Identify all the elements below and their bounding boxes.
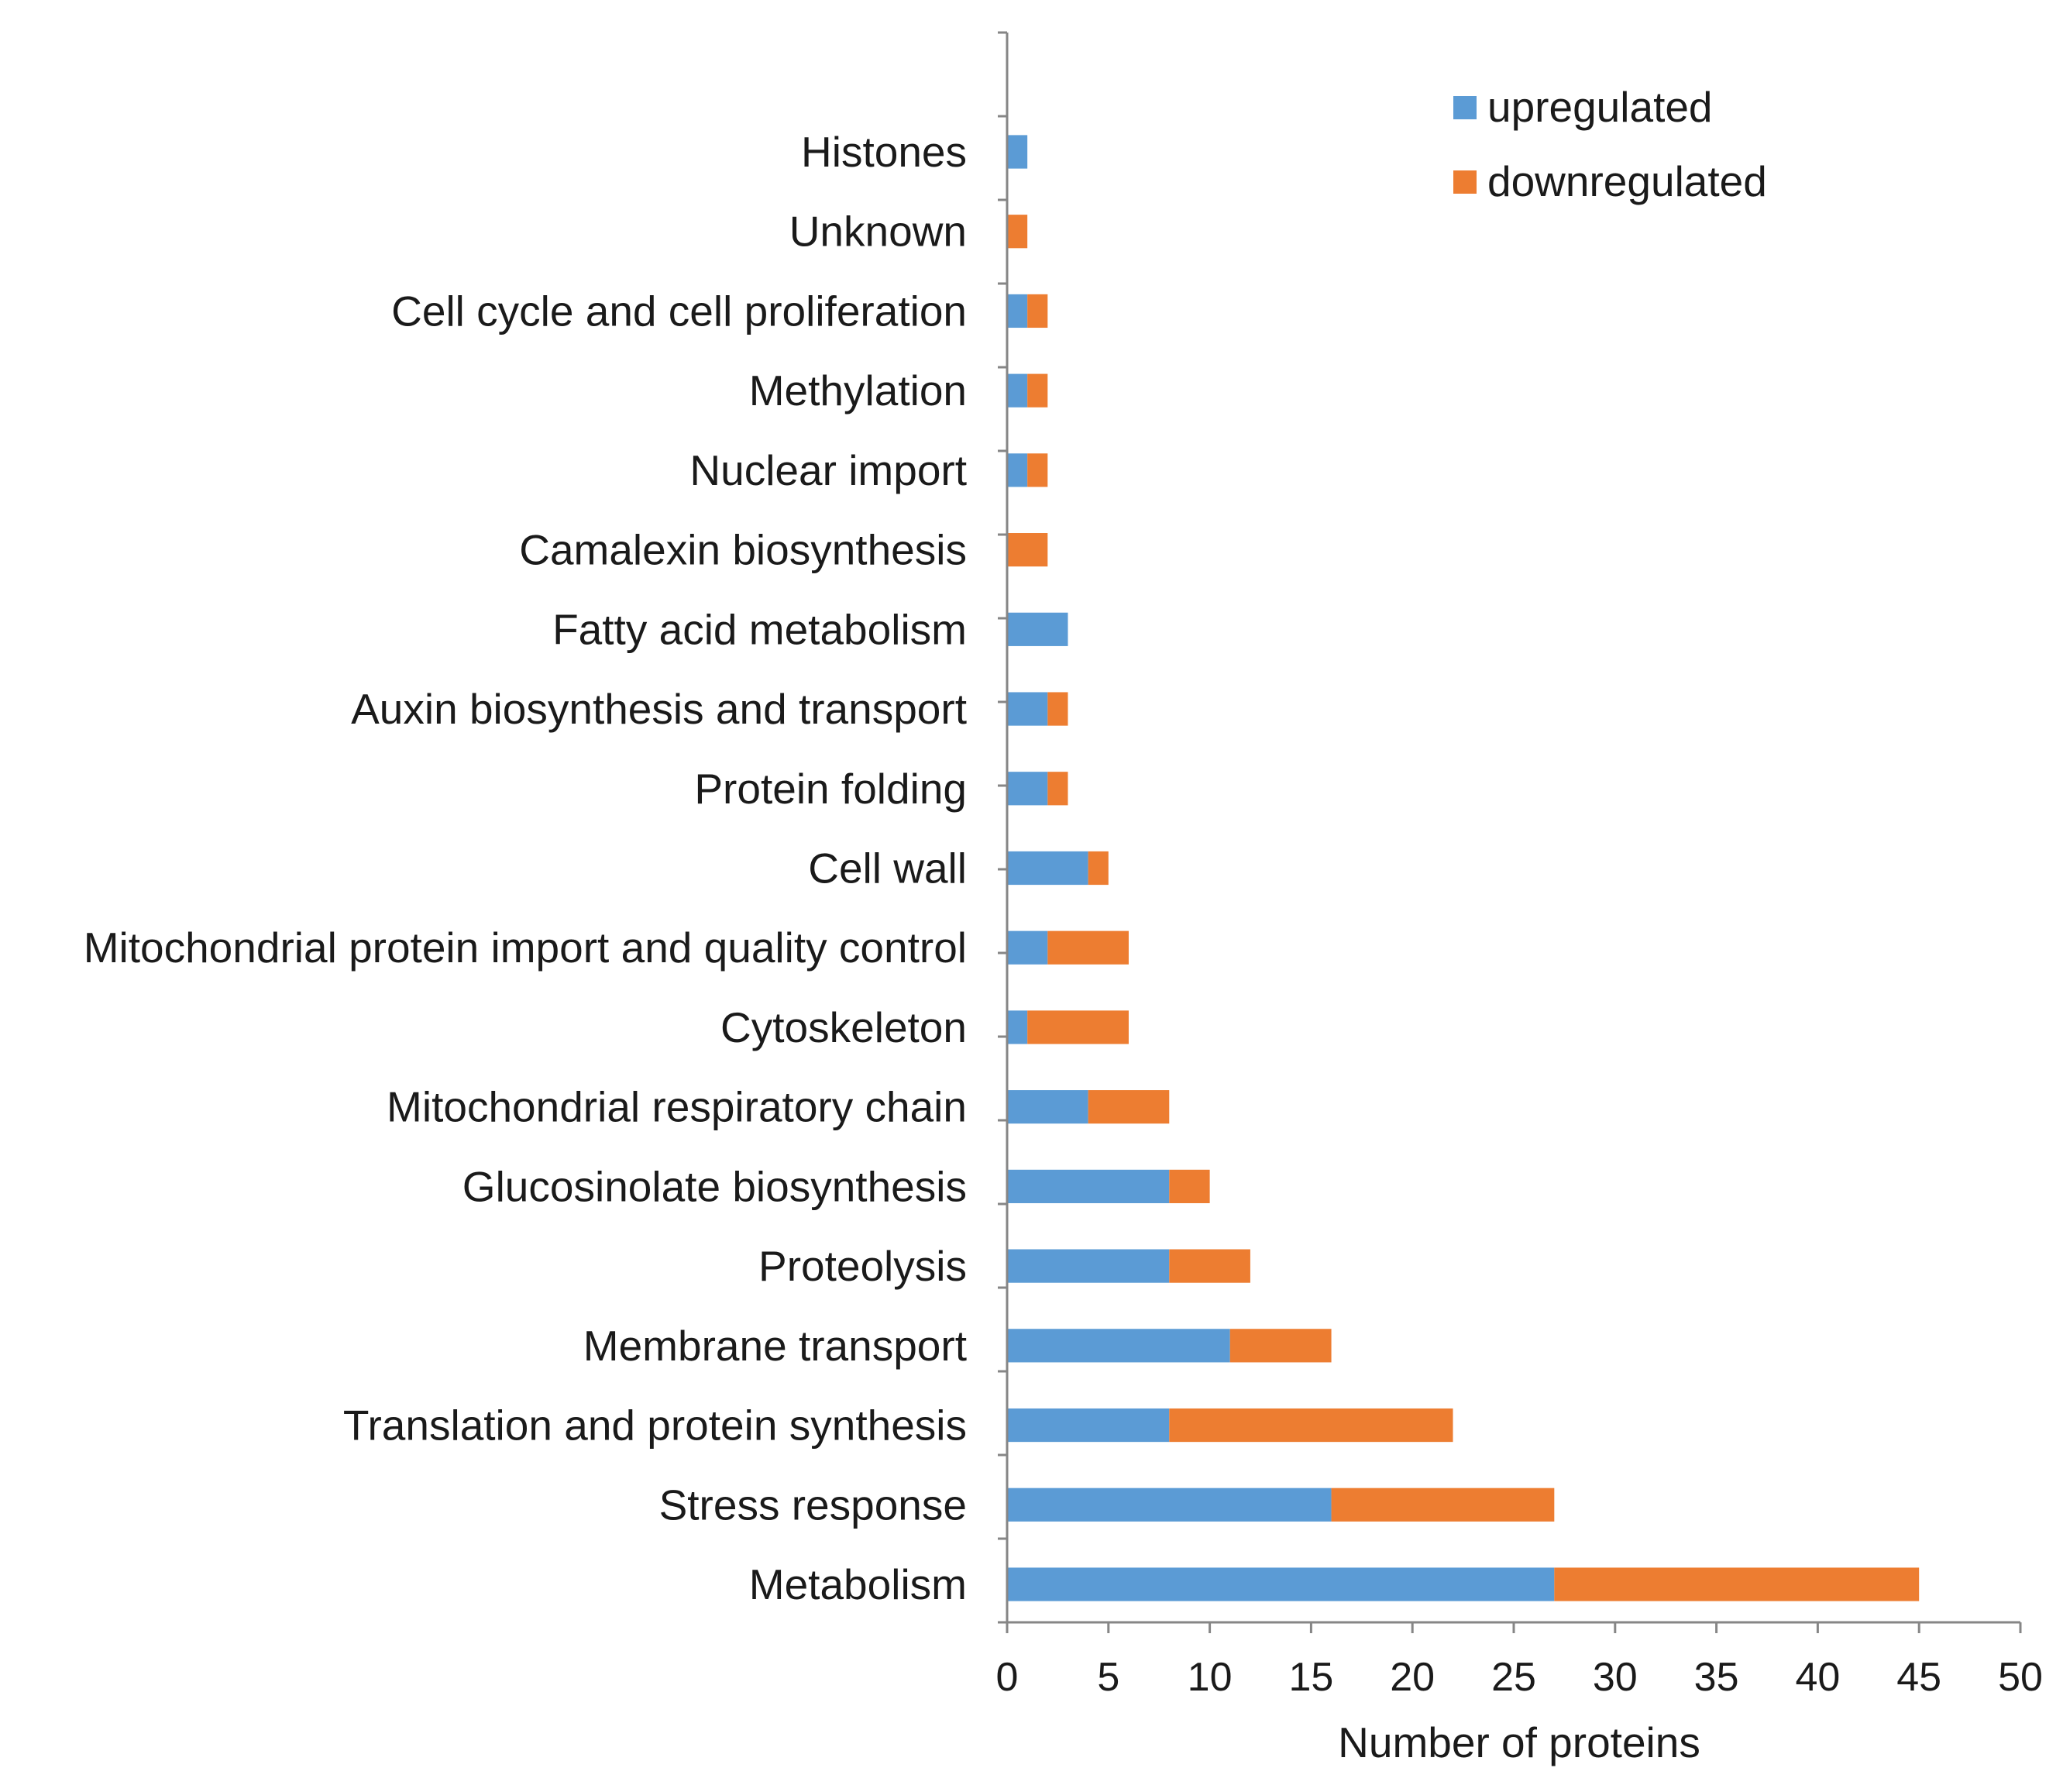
bar-downregulated — [1027, 294, 1048, 328]
legend: upregulated downregulated — [1453, 83, 1767, 205]
y-axis: Histones Unknown Cell cycle and cell proli… — [84, 31, 1009, 1624]
bar-downregulated — [1554, 1567, 1920, 1601]
bar-upregulated — [1007, 612, 1068, 646]
x-tick-label: 35 — [1694, 1655, 1739, 1700]
bar-upregulated — [1007, 135, 1028, 169]
bar-downregulated — [1027, 1010, 1129, 1044]
bar-downregulated — [1047, 930, 1129, 965]
x-tick-label: 45 — [1896, 1655, 1941, 1700]
bar-downregulated — [1007, 215, 1028, 249]
category-label: Protein folding — [694, 765, 967, 813]
bar-downregulated — [1027, 453, 1048, 487]
x-tick-label: 25 — [1491, 1655, 1536, 1700]
x-tick-label: 15 — [1288, 1655, 1333, 1700]
bar-downregulated — [1047, 692, 1068, 726]
bar-upregulated — [1007, 1169, 1170, 1203]
bar-upregulated — [1007, 1010, 1028, 1044]
bar-upregulated — [1007, 1329, 1230, 1363]
bar-downregulated — [1047, 772, 1068, 806]
x-tick-label: 40 — [1795, 1655, 1840, 1700]
bar-upregulated — [1007, 692, 1048, 726]
category-label: Cytoskeleton — [720, 1003, 967, 1051]
bar-upregulated — [1007, 453, 1028, 487]
category-label: Mitochondrial protein import and quality… — [84, 924, 967, 972]
category-label: Cell cycle and cell proliferation — [391, 287, 967, 335]
x-tick-label: 10 — [1188, 1655, 1233, 1700]
bar-downregulated — [1007, 533, 1048, 567]
category-label: Mitochondrial respiratory chain — [387, 1083, 967, 1131]
category-label: Translation and protein synthesis — [343, 1402, 967, 1450]
x-tick-label: 30 — [1593, 1655, 1638, 1700]
category-label: Methylation — [749, 366, 967, 414]
category-label: Auxin biosynthesis and transport — [351, 685, 967, 733]
category-label: Stress response — [659, 1481, 967, 1529]
bar-downregulated — [1331, 1488, 1555, 1522]
bar-upregulated — [1007, 930, 1048, 965]
legend-label-upregulated: upregulated — [1487, 83, 1713, 131]
category-label: Nuclear import — [689, 446, 967, 494]
category-label: Glucosinolate biosynthesis — [462, 1162, 967, 1210]
bars-group — [1007, 135, 1920, 1601]
bar-upregulated — [1007, 1408, 1170, 1443]
category-label: Camalexin biosynthesis — [519, 526, 967, 574]
bar-downregulated — [1027, 373, 1048, 408]
category-label: Fatty acid metabolism — [552, 605, 967, 653]
category-label: Cell wall — [808, 844, 967, 893]
bar-upregulated — [1007, 1488, 1332, 1522]
x-axis-title: Number of proteins — [1338, 1718, 1700, 1766]
x-tick-label: 50 — [1998, 1655, 2043, 1700]
x-tick-label: 5 — [1097, 1655, 1119, 1700]
x-tick-label: 0 — [996, 1655, 1019, 1700]
category-label: Membrane transport — [583, 1322, 967, 1370]
legend-swatch-downregulated — [1453, 170, 1477, 194]
bar-upregulated — [1007, 1249, 1170, 1283]
bar-upregulated — [1007, 373, 1028, 408]
x-tick-label: 20 — [1390, 1655, 1435, 1700]
bar-upregulated — [1007, 772, 1048, 806]
legend-label-downregulated: downregulated — [1487, 157, 1767, 205]
bar-upregulated — [1007, 294, 1028, 328]
bar-downregulated — [1169, 1249, 1250, 1283]
x-axis: 0 5 10 15 20 25 30 35 40 45 50 Number of proteins — [996, 1621, 2043, 1766]
bar-downregulated — [1088, 851, 1109, 886]
category-label: Metabolism — [749, 1560, 967, 1608]
bar-downregulated — [1088, 1090, 1170, 1124]
bar-upregulated — [1007, 1567, 1555, 1601]
category-label: Histones — [801, 128, 967, 176]
bar-downregulated — [1169, 1169, 1210, 1203]
bar-downregulated — [1169, 1408, 1453, 1443]
bar-upregulated — [1007, 1090, 1088, 1124]
category-label: Unknown — [789, 208, 967, 256]
bar-upregulated — [1007, 851, 1088, 886]
bar-downregulated — [1229, 1329, 1332, 1363]
category-label: Proteolysis — [758, 1242, 967, 1290]
legend-swatch-upregulated — [1453, 96, 1477, 119]
